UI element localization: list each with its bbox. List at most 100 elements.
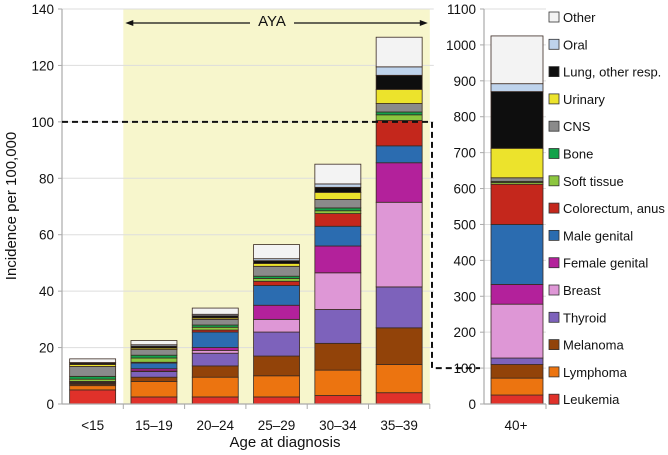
bar-segment-colorectum-anus: [314, 213, 362, 227]
x-axis-title: Age at diagnosis: [230, 434, 341, 451]
legend-item-lymphoma: Lymphoma: [548, 365, 628, 380]
bar-segment-soft-tissue: [253, 278, 300, 282]
bar-segment-breast: [490, 303, 544, 359]
bar-segment-melanoma: [130, 376, 178, 382]
arrowhead-right-icon: [419, 20, 428, 26]
bar-segment-colorectum-anus: [375, 120, 423, 147]
legend-item-oral: Oral: [548, 37, 588, 52]
bar-segment-oral: [490, 83, 544, 92]
bar-segment-thyroid: [191, 352, 239, 367]
bar-segment-thyroid: [253, 331, 300, 357]
bar-segment-male-genital: [191, 331, 239, 348]
legend-item-cns: CNS: [548, 119, 591, 134]
legend-swatch: [548, 339, 560, 351]
bar-segment-lymphoma: [130, 381, 178, 398]
bar-segment-leukemia: [253, 396, 300, 405]
legend-label: Lymphoma: [563, 365, 628, 380]
legend-label: Breast: [563, 283, 601, 298]
bar-segment-leukemia: [375, 392, 423, 405]
x-tick-label: <15: [81, 418, 104, 433]
bar-segment-female-genital: [253, 304, 300, 320]
bar-segment-lung-other-resp: [490, 91, 544, 149]
annotations: AYA: [62, 13, 480, 370]
legend-item-leukemia: Leukemia: [548, 392, 620, 407]
bar-segment-soft-tissue: [314, 210, 362, 214]
legend-item-colorectum-anus: Colorectum, anus: [548, 201, 665, 216]
bar-segment-male-genital: [375, 145, 423, 164]
legend-label: Melanoma: [563, 338, 624, 353]
legend-label: Soft tissue: [563, 174, 624, 189]
legend-swatch: [548, 393, 560, 405]
bar-segment-other: [191, 307, 239, 315]
reference-dashed-line: [62, 120, 480, 370]
bar-segment-breast: [314, 272, 362, 310]
y-tick-label: 1100: [447, 2, 476, 17]
y-tick-label: 0: [46, 397, 54, 412]
bar-segment-other: [314, 163, 362, 185]
y-tick-label: 500: [453, 217, 476, 232]
bar-segment-lung-other-resp: [314, 186, 362, 193]
bar-stack-35-39: [375, 36, 423, 405]
bar-segment-urinary: [314, 191, 362, 200]
bar-segment-lung-other-resp: [253, 260, 300, 264]
legend-swatch: [548, 93, 560, 105]
legend-swatch: [548, 120, 560, 132]
y-tick-label: 20: [39, 341, 54, 356]
bar-segment-lymphoma: [253, 375, 300, 398]
bar-segment-thyroid: [130, 371, 178, 378]
bar-segment-lymphoma: [375, 364, 423, 394]
bar-segment-cns: [375, 103, 423, 113]
bars: [69, 35, 544, 405]
y-tick-label: 1000: [446, 38, 476, 53]
legend-swatch: [548, 38, 560, 50]
legend-item-thyroid: Thyroid: [548, 310, 606, 325]
bar-segment-oral: [314, 183, 362, 188]
bar-segment-cns: [191, 318, 239, 326]
x-tick-label: 20–24: [196, 418, 234, 433]
legend-swatch: [548, 66, 560, 77]
bar-segment-urinary: [490, 147, 544, 179]
legend-swatch: [548, 175, 560, 187]
legend-item-breast: Breast: [548, 283, 601, 298]
y-tick-label: 140: [31, 2, 54, 17]
bar-segment-female-genital: [191, 347, 239, 351]
bar-stack-40-plus: [490, 35, 544, 405]
bar-segment-thyroid: [490, 357, 544, 365]
x-tick-label: 25–29: [258, 418, 296, 433]
bar-segment-lymphoma: [191, 376, 239, 398]
legend-item-soft-tissue: Soft tissue: [548, 174, 624, 189]
legend-swatch: [548, 257, 560, 269]
bar-segment-lung-other-resp: [375, 74, 423, 90]
bar-segment-soft-tissue: [130, 357, 178, 363]
legend-item-bone: Bone: [548, 147, 593, 162]
bar-segment-leukemia: [490, 394, 544, 405]
x-tick-label: 30–34: [319, 418, 357, 433]
bar-segment-thyroid: [375, 286, 423, 329]
bar-segment-female-genital: [490, 284, 544, 305]
legend-swatch: [548, 202, 560, 214]
legend-item-urinary: Urinary: [548, 92, 605, 107]
bar-stack-25-29: [253, 244, 300, 405]
legend-label: Urinary: [563, 92, 605, 107]
y-tick-label: 0: [468, 397, 476, 412]
legend-label: Female genital: [563, 256, 648, 271]
y-tick-label: 40: [39, 284, 54, 299]
legend-swatch: [548, 229, 560, 241]
bar-segment-cns: [69, 366, 117, 377]
bar-stack-30-34: [314, 163, 362, 405]
bar-segment-female-genital: [375, 162, 423, 203]
y-tick-label: 100: [453, 361, 476, 376]
arrowhead-left-icon: [125, 20, 134, 26]
bar-segment-oral: [375, 66, 423, 76]
bar-segment-breast: [375, 201, 423, 288]
axes: 0 20 40 60 80 100 120 140 0 100 200 300 400 500 600 700…: [31, 2, 547, 433]
x-tick-label: 35–39: [380, 418, 418, 433]
bar-segment-breast: [191, 349, 239, 354]
bar-segment-soft-tissue: [191, 326, 239, 331]
bar-segment-other: [69, 358, 117, 363]
bar-segment-male-genital: [130, 362, 178, 370]
bar-stack-15: [69, 358, 117, 405]
y-tick-label: 800: [453, 110, 476, 125]
bar-stack-15-19: [130, 340, 178, 405]
